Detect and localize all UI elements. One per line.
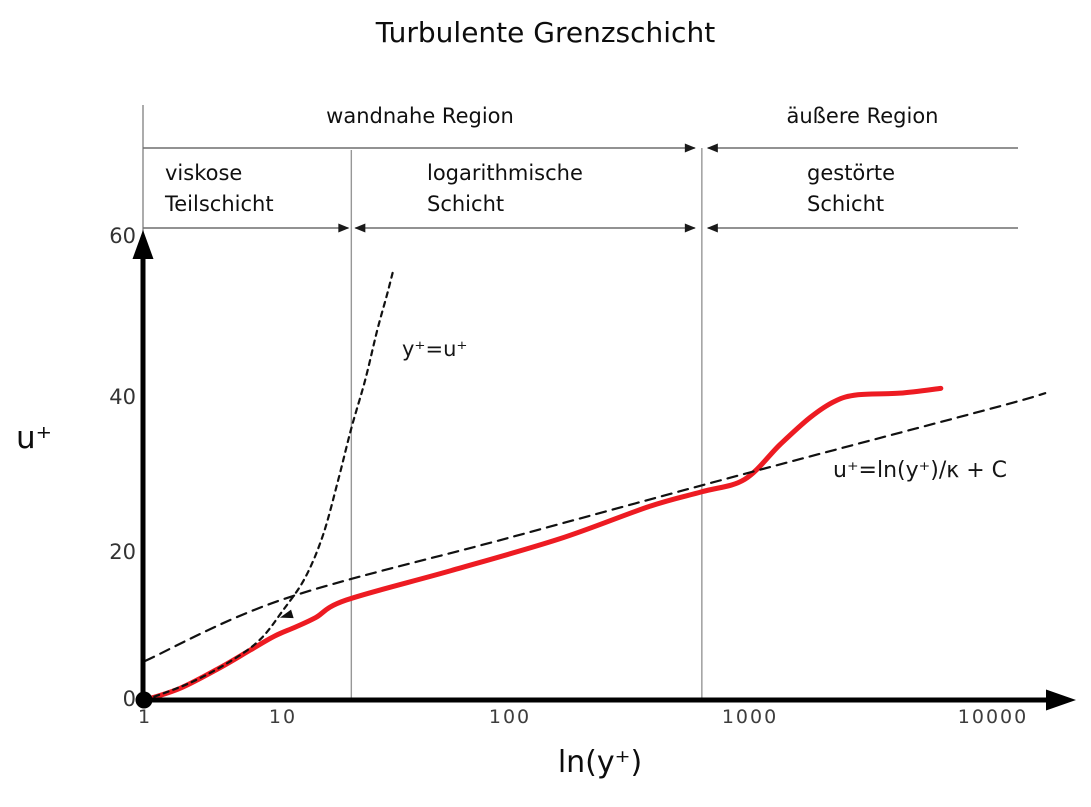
annotation-log-law: u⁺=ln(y⁺)/κ + C: [833, 458, 1008, 483]
divider-arrow-right-icon: [684, 143, 696, 153]
divider-arrow-left-icon: [706, 143, 718, 153]
sublayer-label-log: logarithmische Schicht: [427, 158, 583, 220]
page-title: Turbulente Grenzschicht: [375, 16, 716, 49]
loglaw-direction-arrow-icon: [279, 609, 294, 619]
y-axis-arrow-icon: [132, 230, 154, 259]
sublayer-label-line: Schicht: [427, 192, 505, 216]
origin-dot: [135, 691, 153, 709]
divider-arrow-left-icon: [354, 223, 366, 233]
divider-arrow-right-icon: [338, 223, 350, 233]
x-tick-label: 1000: [721, 706, 779, 728]
x-axis-arrow-icon: [1046, 689, 1076, 711]
sublayer-label-line: Teilschicht: [165, 192, 274, 216]
sublayer-label-line: gestörte: [807, 161, 896, 185]
divider-arrow-left-icon: [706, 223, 718, 233]
region-label-outer: äußere Region: [786, 104, 939, 128]
x-tick-label: 100: [488, 706, 532, 728]
identity-line-dashed: [143, 270, 395, 702]
annotation-identity-law: y⁺=u⁺: [402, 337, 468, 361]
x-tick-label: 10: [268, 706, 298, 728]
x-tick-label: 10000: [957, 706, 1029, 728]
velocity-profile-curve: [142, 385, 944, 703]
y-tick-label: 60: [109, 224, 136, 248]
region-label-near-wall: wandnahe Region: [326, 104, 514, 128]
sublayer-label-line: Schicht: [807, 192, 885, 216]
y-tick-label: 20: [109, 540, 136, 564]
x-tick-label: 1: [137, 706, 153, 728]
loglaw-line-dashed: [143, 392, 1047, 663]
x-axis-label: ln(y⁺): [557, 745, 643, 780]
y-axis-label: u⁺: [16, 420, 53, 456]
sublayer-label-line: viskose: [165, 161, 243, 185]
sublayer-label-line: logarithmische: [427, 161, 583, 185]
y-tick-label: 0: [122, 687, 136, 711]
divider-arrow-right-icon: [684, 223, 696, 233]
sublayer-label-disturbed: gestörte Schicht: [807, 158, 895, 220]
y-tick-label: 40: [109, 385, 136, 409]
sublayer-label-viscous: viskose Teilschicht: [165, 158, 274, 220]
